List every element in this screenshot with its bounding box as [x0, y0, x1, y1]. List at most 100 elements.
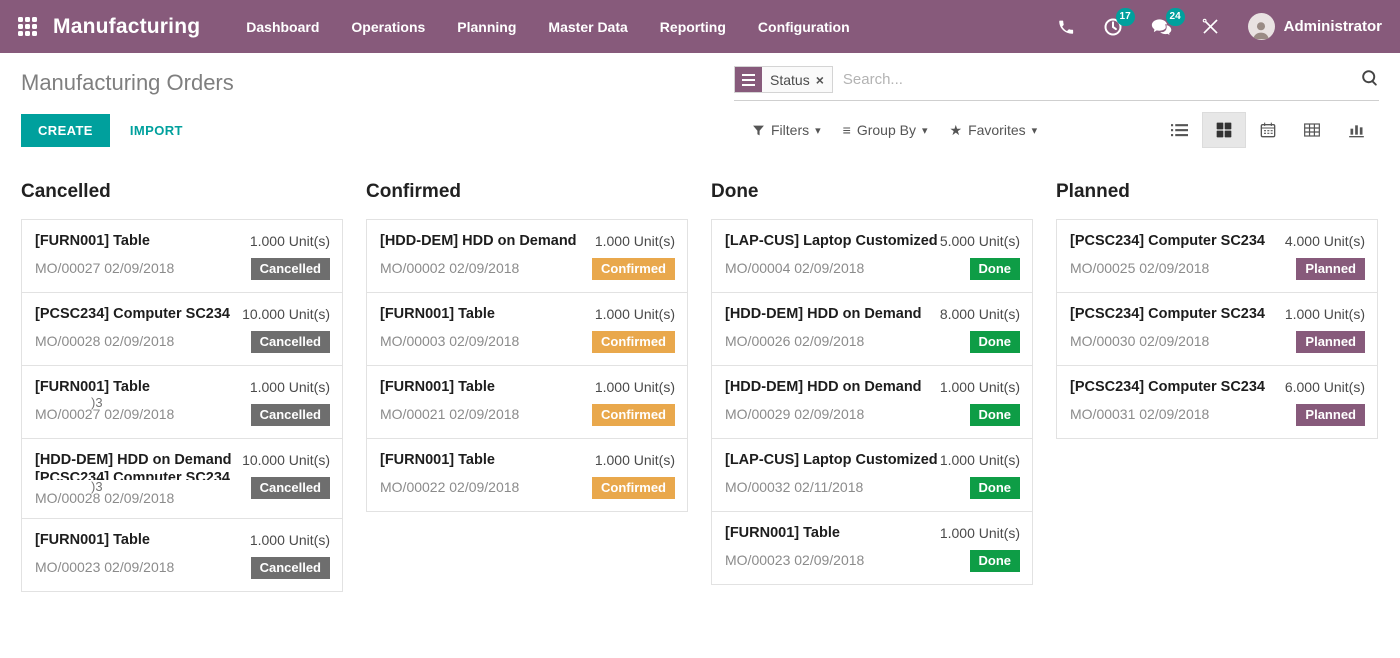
avatar [1247, 13, 1275, 40]
kanban-view-button[interactable] [1202, 112, 1246, 148]
message-count-badge: 24 [1165, 7, 1185, 26]
card-ghost-title: [PCSC234] Computer SC234 [35, 470, 230, 480]
kanban-card[interactable]: [FURN001] Table MO/00003 02/09/2018 1.000 … [366, 292, 688, 366]
card-side: 8.000 Unit(s) Done [940, 305, 1020, 353]
card-quantity: 1.000 Unit(s) [249, 233, 330, 249]
kanban-card[interactable]: [PCSC234] Computer SC234 MO/00028 02/09/2… [21, 292, 343, 366]
apps-menu-icon[interactable] [18, 17, 37, 36]
app-title[interactable]: Manufacturing [53, 14, 201, 38]
kanban-card[interactable]: [PCSC234] Computer SC234 MO/00031 02/09/2… [1056, 365, 1378, 439]
kanban-card[interactable]: [FURN001] Table MO/00023 02/09/2018 1.000 … [711, 511, 1033, 585]
create-button[interactable]: CREATE [21, 113, 110, 147]
phone-icon[interactable] [1057, 18, 1075, 36]
menu-item-master-data[interactable]: Master Data [548, 18, 628, 35]
kanban-card[interactable]: [FURN001] Table MO/00027 02/09/2018)3 1.00… [21, 365, 343, 439]
kanban-card[interactable]: [FURN001] Table MO/00023 02/09/2018 1.000 … [21, 518, 343, 592]
card-main: [LAP-CUS] Laptop Customized MO/00032 02/1… [725, 451, 938, 499]
status-badge: Confirmed [592, 258, 675, 280]
search-facet-status[interactable]: Status × [734, 66, 833, 93]
card-quantity: 1.000 Unit(s) [249, 379, 330, 395]
card-side: 6.000 Unit(s) Planned [1285, 378, 1365, 426]
user-name: Administrator [1283, 18, 1382, 35]
kanban-card[interactable]: [FURN001] Table MO/00021 02/09/2018 1.000 … [366, 365, 688, 439]
card-reference: MO/00032 02/11/2018 [725, 479, 864, 495]
column-title: Cancelled [21, 181, 111, 202]
activities-icon[interactable]: 17 [1103, 7, 1135, 37]
status-badge: Cancelled [250, 404, 330, 426]
control-panel: Manufacturing Orders Status × CREATE IMP… [0, 53, 1400, 150]
menu-item-operations[interactable]: Operations [351, 18, 426, 35]
card-main: [HDD-DEM] HDD on Demand [PCSC234] Compute… [35, 451, 232, 506]
menu-item-reporting[interactable]: Reporting [659, 18, 726, 35]
status-badge: Cancelled [250, 557, 330, 579]
group-by-dropdown[interactable]: ≡ Group By ▾ [843, 122, 928, 138]
kanban-column-planned: Planned [PCSC234] Computer SC234 MO/00025 … [1056, 181, 1378, 439]
column-title: Confirmed [366, 181, 461, 202]
chevron-down-icon: ▾ [815, 124, 821, 137]
card-main: [PCSC234] Computer SC234 MO/00025 02/09/2… [1070, 232, 1265, 280]
card-quantity: 10.000 Unit(s) [242, 306, 330, 322]
kanban-card[interactable]: [HDD-DEM] HDD on Demand MO/00026 02/09/20… [711, 292, 1033, 366]
facet-close-icon[interactable]: × [815, 71, 824, 88]
messages-icon[interactable]: 24 [1151, 7, 1185, 37]
tools-icon[interactable] [1201, 17, 1220, 36]
card-reference: MO/00028 02/09/2018 [35, 333, 175, 349]
list-view-button[interactable] [1157, 113, 1202, 148]
favorites-dropdown[interactable]: ★ Favorites ▾ [950, 122, 1038, 139]
graph-view-button[interactable] [1334, 112, 1379, 148]
column-title: Planned [1056, 181, 1130, 202]
kanban-card[interactable]: [HDD-DEM] HDD on Demand MO/00029 02/09/20… [711, 365, 1033, 439]
card-quantity: 5.000 Unit(s) [939, 233, 1020, 249]
card-reference: MO/00004 02/09/2018 [725, 260, 865, 276]
card-product-title: [HDD-DEM] HDD on Demand [35, 452, 232, 468]
card-product-title: [HDD-DEM] HDD on Demand [725, 306, 922, 322]
menu-item-dashboard[interactable]: Dashboard [246, 18, 320, 35]
page-title: Manufacturing Orders [21, 70, 234, 95]
card-side: 1.000 Unit(s) Confirmed [592, 305, 675, 353]
menu-item-planning[interactable]: Planning [457, 18, 517, 35]
card-quantity: 1.000 Unit(s) [594, 379, 675, 395]
filters-dropdown[interactable]: Filters ▾ [752, 122, 821, 138]
search-icon[interactable] [1360, 68, 1379, 92]
pivot-view-button[interactable] [1290, 112, 1334, 148]
status-badge: Cancelled [250, 331, 330, 353]
card-product-title: [FURN001] Table [380, 452, 495, 468]
card-quantity: 1.000 Unit(s) [939, 452, 1020, 468]
card-side: 1.000 Unit(s) Done [940, 451, 1020, 499]
user-menu[interactable]: Administrator [1247, 13, 1382, 40]
card-side: 1.000 Unit(s) Confirmed [592, 232, 675, 280]
menu-item-configuration[interactable]: Configuration [757, 18, 850, 35]
card-product-title: [FURN001] Table [35, 379, 150, 395]
activity-count-badge: 17 [1115, 7, 1135, 26]
status-badge: Confirmed [592, 404, 675, 426]
import-button[interactable]: IMPORT [120, 114, 193, 147]
kanban-card[interactable]: [LAP-CUS] Laptop Customized MO/00032 02/1… [711, 438, 1033, 512]
calendar-view-button[interactable] [1246, 112, 1290, 148]
kanban-card[interactable]: [PCSC234] Computer SC234 MO/00030 02/09/2… [1056, 292, 1378, 366]
chevron-down-icon: ▾ [921, 124, 928, 137]
star-icon: ★ [949, 121, 963, 138]
kanban-card[interactable]: [LAP-CUS] Laptop Customized MO/00004 02/0… [711, 219, 1033, 293]
status-badge: Planned [1296, 258, 1365, 280]
card-reference: MO/00023 02/09/2018 [725, 552, 865, 568]
render-artifact: )3 [91, 395, 103, 410]
card-main: [FURN001] Table MO/00023 02/09/2018 [725, 524, 864, 572]
kanban-card[interactable]: [HDD-DEM] HDD on Demand MO/00002 02/09/20… [366, 219, 688, 293]
card-main: [FURN001] Table MO/00003 02/09/2018 [380, 305, 519, 353]
card-quantity: 1.000 Unit(s) [1284, 306, 1365, 322]
search-input[interactable] [832, 71, 1360, 88]
kanban-card[interactable]: [FURN001] Table MO/00022 02/09/2018 1.000 … [366, 438, 688, 512]
card-main: [HDD-DEM] HDD on Demand MO/00002 02/09/20… [380, 232, 577, 280]
kanban-card[interactable]: [HDD-DEM] HDD on Demand [PCSC234] Compute… [21, 438, 343, 519]
kanban-card[interactable]: [PCSC234] Computer SC234 MO/00025 02/09/2… [1056, 219, 1378, 293]
card-product-title: [PCSC234] Computer SC234 [35, 306, 230, 322]
card-main: [PCSC234] Computer SC234 MO/00028 02/09/2… [35, 305, 230, 353]
card-quantity: 4.000 Unit(s) [1284, 233, 1365, 249]
group-by-icon: ≡ [842, 122, 851, 138]
kanban-card[interactable]: [FURN001] Table MO/00027 02/09/2018 1.000 … [21, 219, 343, 293]
card-quantity: 1.000 Unit(s) [594, 452, 675, 468]
card-product-title: [FURN001] Table [35, 233, 150, 249]
status-badge: Done [969, 477, 1020, 499]
card-product-title: [PCSC234] Computer SC234 [1070, 306, 1265, 322]
card-side: 1.000 Unit(s) Cancelled [250, 232, 330, 280]
